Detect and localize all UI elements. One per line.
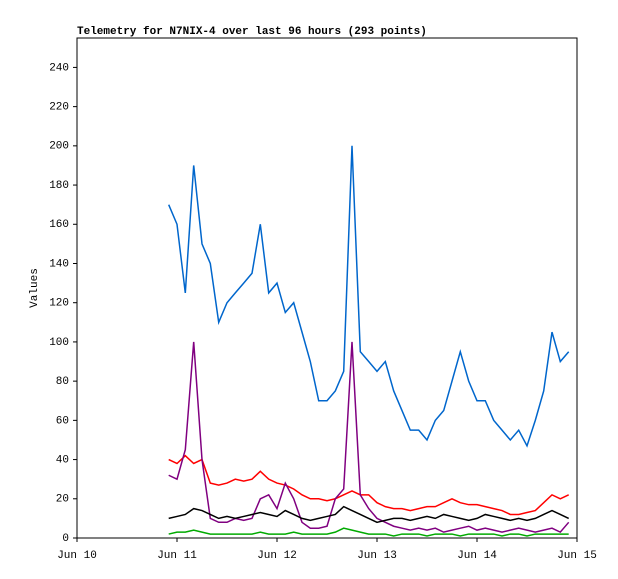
y-tick-label: 240 <box>49 62 69 74</box>
x-tick-label: Jun 15 <box>557 550 597 562</box>
series-line <box>168 505 570 524</box>
y-tick-label: 180 <box>49 180 69 192</box>
x-tick-label: Jun 14 <box>457 550 497 562</box>
y-tick-label: 220 <box>49 102 69 114</box>
y-tick-label: 140 <box>49 258 69 270</box>
x-tick-label: Jun 13 <box>357 550 397 562</box>
series-line <box>168 454 570 516</box>
y-tick-label: 200 <box>49 141 69 153</box>
y-tick-label: 160 <box>49 219 69 231</box>
series-line <box>168 145 570 448</box>
plot-frame <box>76 37 578 539</box>
x-tick-label: Jun 11 <box>157 550 197 562</box>
y-tick-label: 0 <box>62 533 69 545</box>
y-tick-label: 100 <box>49 337 69 349</box>
y-tick-label: 40 <box>56 454 69 466</box>
y-tick-label: 60 <box>56 415 69 427</box>
y-tick-label: 20 <box>56 494 69 506</box>
series-line <box>168 527 569 537</box>
y-tick-label: 120 <box>49 298 69 310</box>
x-tick-label: Jun 10 <box>57 550 97 562</box>
y-axis-label: Values <box>29 268 41 308</box>
x-tick-label: Jun 12 <box>257 550 297 562</box>
chart-title: Telemetry for N7NIX-4 over last 96 hours… <box>77 26 427 38</box>
y-tick-label: 80 <box>56 376 69 388</box>
